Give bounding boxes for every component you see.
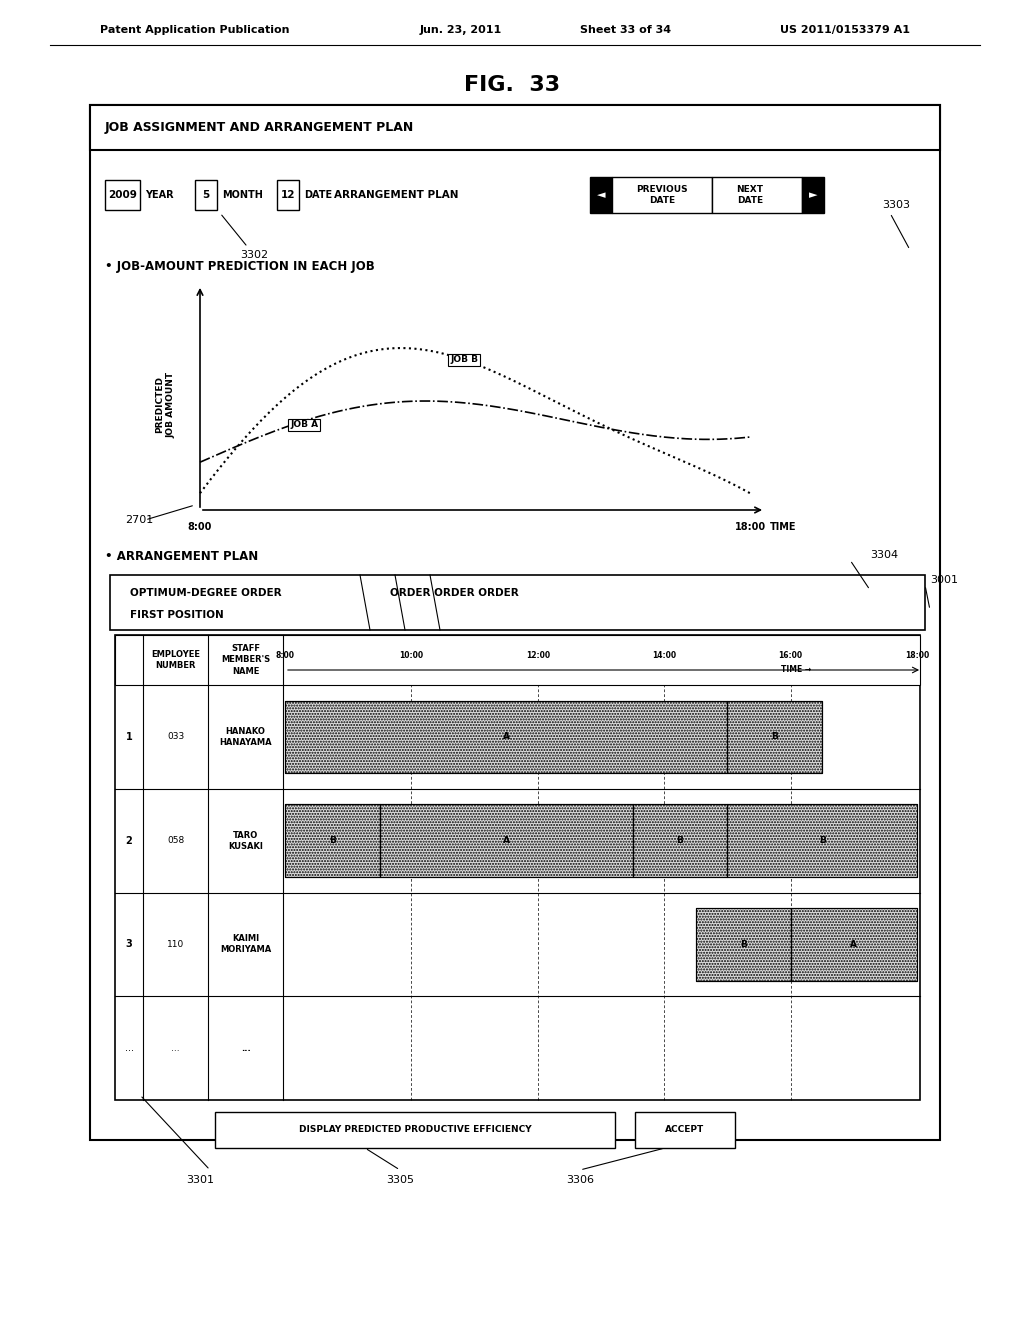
Text: B: B [739, 940, 746, 949]
Text: B: B [819, 836, 825, 845]
Text: ...: ... [125, 1043, 133, 1053]
Text: HANAKO
HANAYAMA: HANAKO HANAYAMA [219, 727, 271, 747]
Text: ...: ... [171, 1044, 180, 1052]
Bar [195, 180, 217, 210]
Text: 3001: 3001 [930, 576, 958, 585]
Text: PREVIOUS
DATE: PREVIOUS DATE [636, 185, 688, 206]
Bar [727, 804, 918, 876]
Text: DISPLAY PREDICTED PRODUCTIVE EFFICIENCY: DISPLAY PREDICTED PRODUCTIVE EFFICIENCY [299, 1126, 531, 1134]
Text: 10:00: 10:00 [399, 651, 424, 660]
Text: OPTIMUM-DEGREE ORDER: OPTIMUM-DEGREE ORDER [130, 587, 282, 598]
Text: ...: ... [241, 1044, 251, 1052]
Text: 3303: 3303 [882, 201, 910, 210]
Text: 3305: 3305 [386, 1175, 414, 1185]
Text: A: A [503, 836, 510, 845]
Bar [695, 908, 791, 981]
Bar [90, 106, 940, 1140]
Bar [285, 701, 727, 774]
Text: 14:00: 14:00 [652, 651, 676, 660]
Text: US 2011/0153379 A1: US 2011/0153379 A1 [780, 25, 910, 36]
Bar [633, 804, 727, 876]
Text: B: B [329, 836, 336, 845]
Bar [90, 106, 940, 150]
Bar [285, 804, 380, 876]
Text: 3306: 3306 [566, 1175, 594, 1185]
Bar [380, 804, 633, 876]
Text: 8:00: 8:00 [187, 521, 212, 532]
Bar [105, 180, 140, 210]
Text: 18:00: 18:00 [905, 651, 929, 660]
Text: 2701: 2701 [125, 515, 154, 525]
Text: 5: 5 [203, 190, 210, 201]
Text: 3302: 3302 [222, 215, 268, 260]
Text: 12:00: 12:00 [525, 651, 550, 660]
Bar [791, 908, 918, 981]
Bar [727, 701, 822, 774]
Text: A: A [503, 733, 510, 742]
Text: 033: 033 [167, 733, 184, 742]
Text: ACCEPT: ACCEPT [666, 1126, 705, 1134]
Text: 18:00: 18:00 [734, 521, 766, 532]
Bar [110, 576, 925, 630]
Text: 1: 1 [126, 731, 132, 742]
Text: 058: 058 [167, 836, 184, 845]
Text: B: B [677, 836, 683, 845]
Text: JOB A: JOB A [290, 421, 318, 429]
Bar [115, 635, 920, 1100]
Text: ◄: ◄ [597, 190, 605, 201]
Text: 3: 3 [126, 940, 132, 949]
Bar [278, 180, 299, 210]
Bar [215, 1111, 615, 1148]
Text: PREDICTED
JOB AMOUNT: PREDICTED JOB AMOUNT [155, 372, 175, 438]
Text: TARO
KUSAKI: TARO KUSAKI [228, 830, 263, 850]
Text: TIME: TIME [770, 521, 797, 532]
Bar [727, 701, 822, 774]
Text: A: A [850, 940, 857, 949]
Bar [635, 1111, 735, 1148]
Text: JOB B: JOB B [450, 355, 478, 364]
Text: 12: 12 [281, 190, 295, 201]
Text: 2009: 2009 [109, 190, 137, 201]
Text: 3301: 3301 [186, 1175, 214, 1185]
Bar [712, 177, 802, 213]
Bar [612, 177, 712, 213]
Text: STAFF
MEMBER'S
NAME: STAFF MEMBER'S NAME [221, 644, 270, 676]
Text: FIG.  33: FIG. 33 [464, 75, 560, 95]
Bar [285, 701, 727, 774]
Text: Jun. 23, 2011: Jun. 23, 2011 [420, 25, 502, 36]
Text: TIME →: TIME → [780, 665, 811, 675]
Bar [590, 177, 612, 213]
Text: B: B [771, 733, 778, 742]
Bar [802, 177, 824, 213]
Text: 8:00: 8:00 [275, 651, 295, 660]
Text: Patent Application Publication: Patent Application Publication [100, 25, 290, 36]
Text: FIRST POSITION: FIRST POSITION [130, 610, 224, 620]
Text: EMPLOYEE
NUMBER: EMPLOYEE NUMBER [151, 649, 200, 671]
Bar [380, 804, 633, 876]
Bar [285, 804, 380, 876]
Text: ►: ► [809, 190, 817, 201]
Text: 16:00: 16:00 [778, 651, 803, 660]
Text: Sheet 33 of 34: Sheet 33 of 34 [580, 25, 671, 36]
Text: JOB ASSIGNMENT AND ARRANGEMENT PLAN: JOB ASSIGNMENT AND ARRANGEMENT PLAN [105, 120, 415, 133]
Text: • JOB-AMOUNT PREDICTION IN EACH JOB: • JOB-AMOUNT PREDICTION IN EACH JOB [105, 260, 375, 273]
Bar [115, 635, 920, 685]
Text: MONTH: MONTH [222, 190, 263, 201]
Text: KAIMI
MORIYAMA: KAIMI MORIYAMA [220, 935, 271, 954]
Text: 2: 2 [126, 836, 132, 846]
Bar [633, 804, 727, 876]
Text: 3304: 3304 [870, 550, 898, 560]
Bar [791, 908, 918, 981]
Bar [695, 908, 791, 981]
Text: ORDER ORDER ORDER: ORDER ORDER ORDER [390, 587, 519, 598]
Text: • ARRANGEMENT PLAN: • ARRANGEMENT PLAN [105, 550, 258, 564]
Text: DATE: DATE [304, 190, 332, 201]
Text: 110: 110 [167, 940, 184, 949]
Bar [727, 804, 918, 876]
Text: ARRANGEMENT PLAN: ARRANGEMENT PLAN [334, 190, 459, 201]
Text: YEAR: YEAR [145, 190, 174, 201]
Text: NEXT
DATE: NEXT DATE [736, 185, 764, 206]
